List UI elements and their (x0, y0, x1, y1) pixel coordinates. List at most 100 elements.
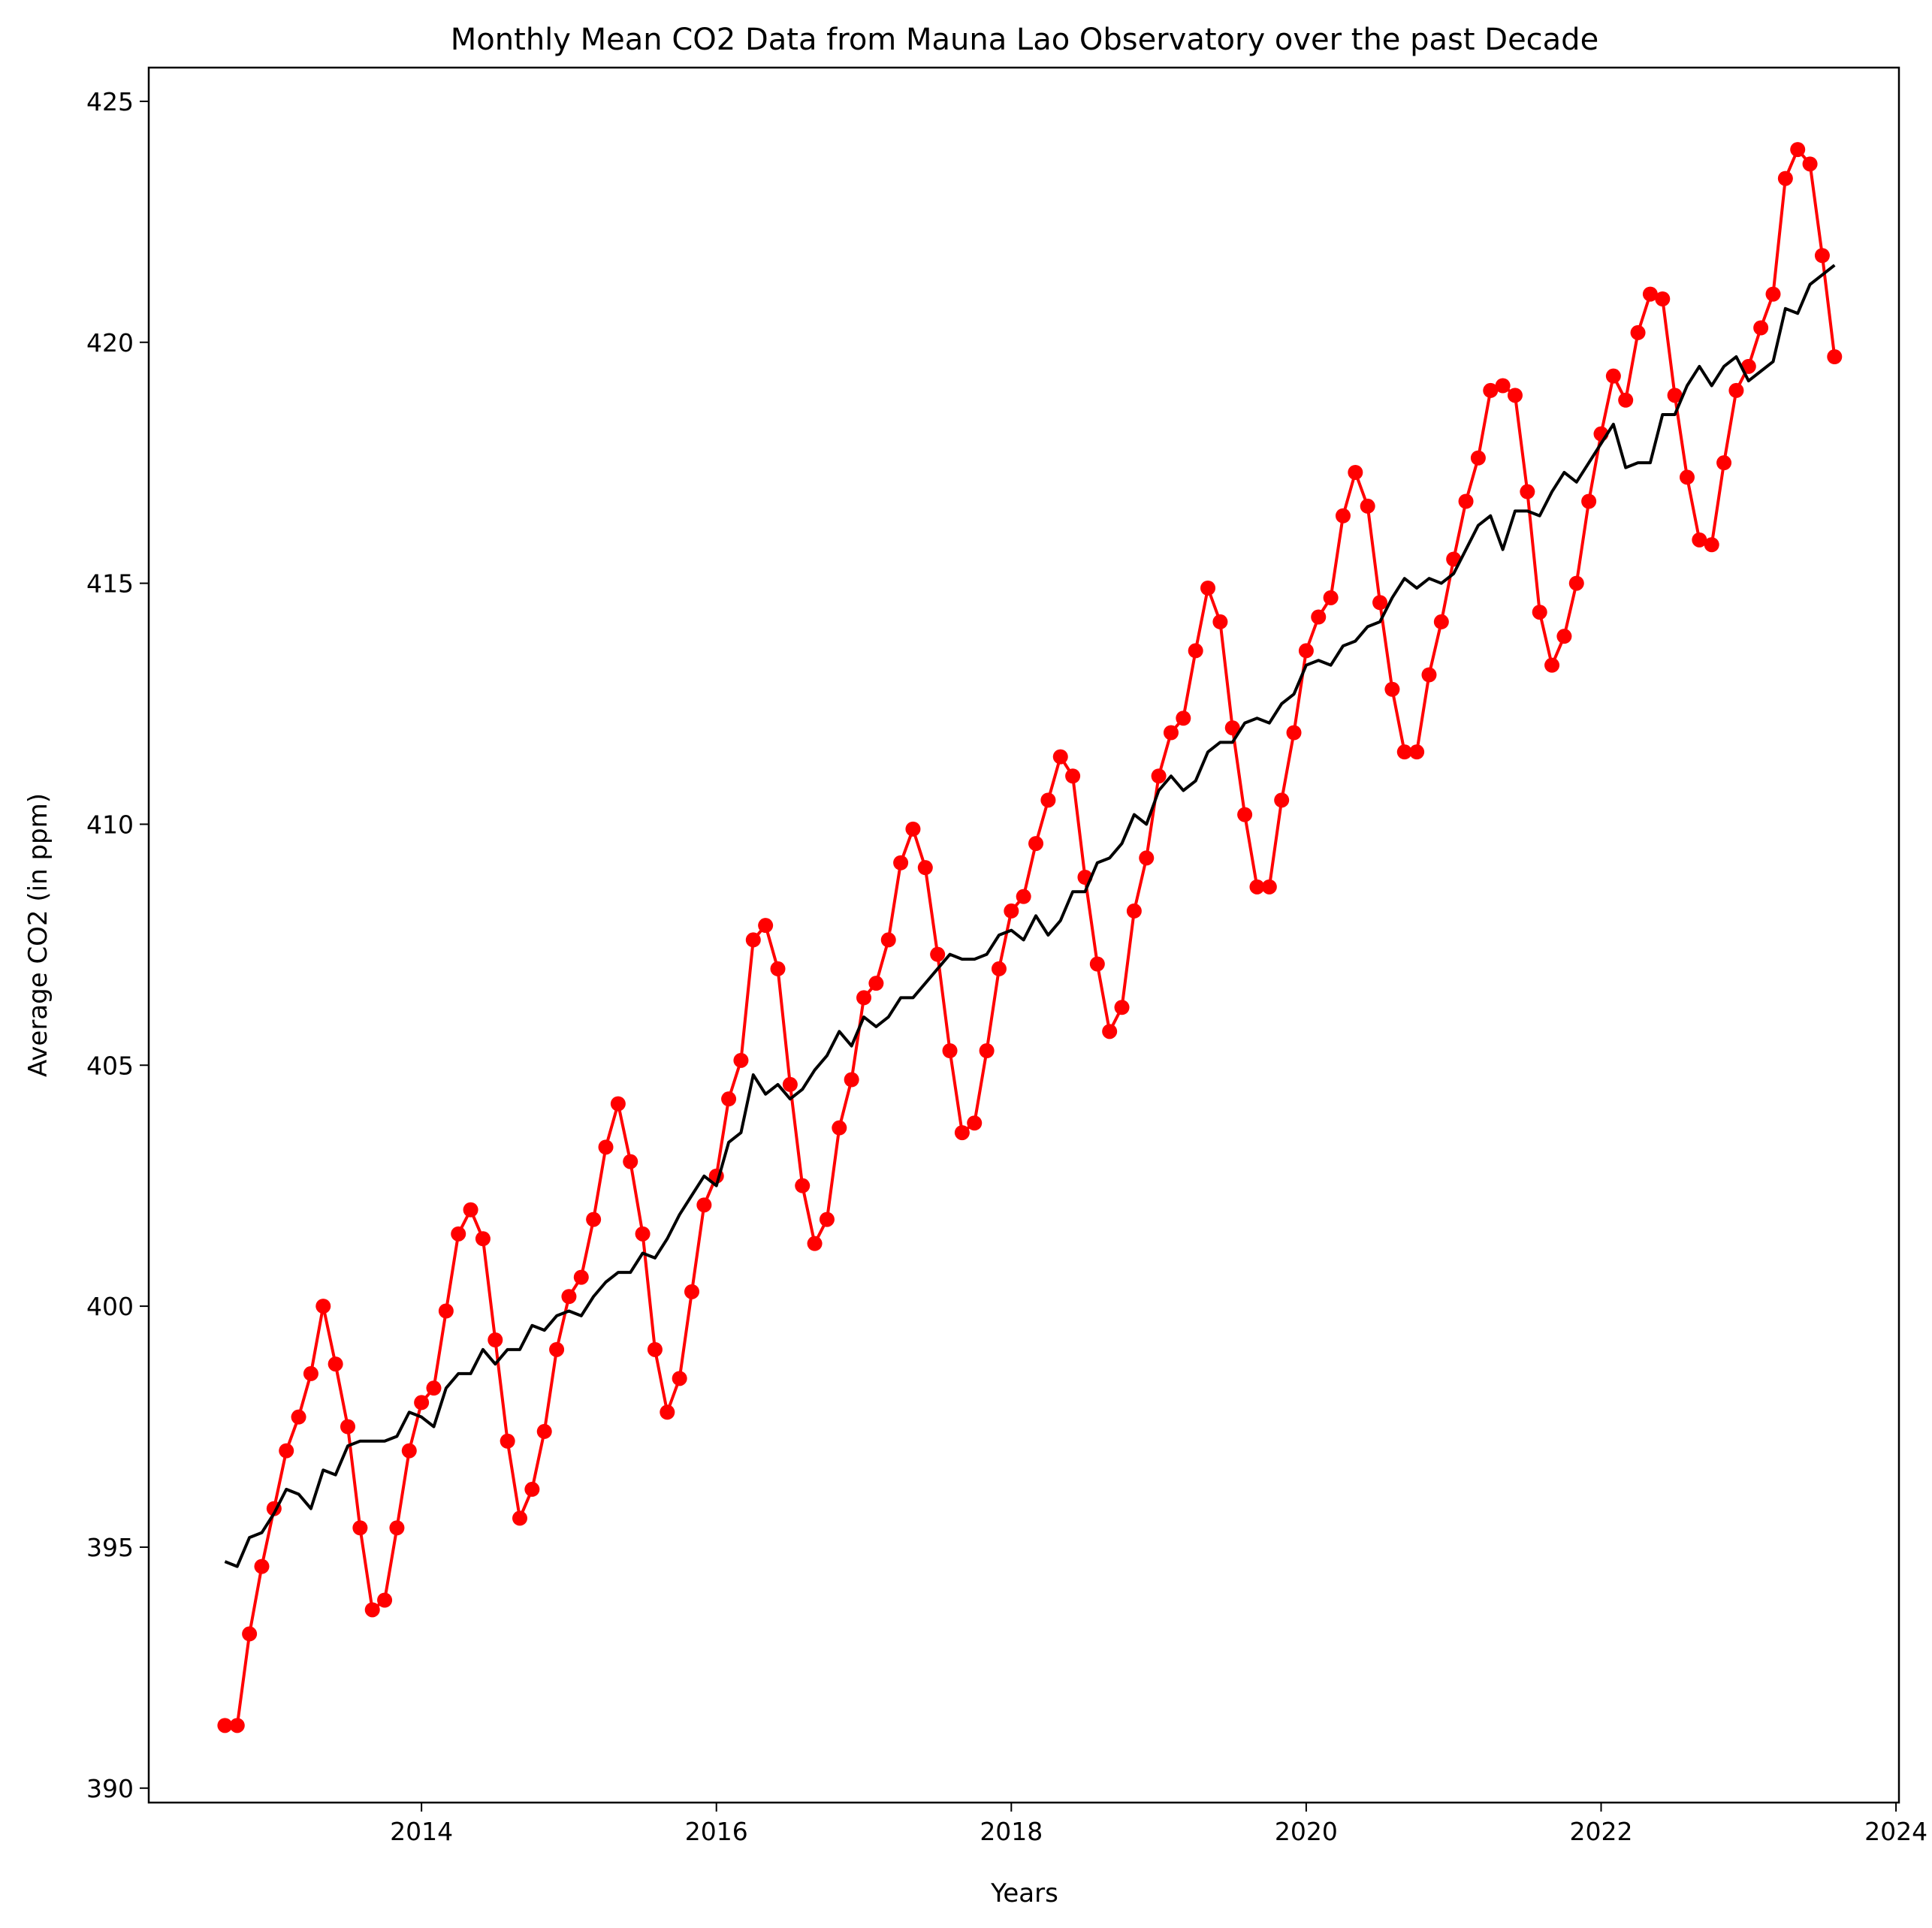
series-0-point (229, 1718, 245, 1733)
series-0-point (782, 1076, 798, 1092)
x-tick-label: 2018 (980, 1817, 1043, 1846)
series-0-point (451, 1226, 466, 1242)
series-0-point (1384, 681, 1400, 697)
series-0-point (426, 1380, 442, 1396)
series-0-point (1224, 720, 1240, 736)
y-tick-label: 390 (86, 1774, 134, 1803)
x-tick-label: 2016 (685, 1817, 748, 1846)
series-0-point (1348, 465, 1363, 480)
series-0-point (1200, 581, 1216, 596)
series-0-point (1630, 324, 1646, 340)
series-0-point (1765, 286, 1781, 302)
series-0-point (573, 1269, 589, 1285)
series-0-point (463, 1202, 478, 1217)
series-0-point (1483, 382, 1499, 398)
series-0-point (1532, 605, 1547, 620)
series-0-point (819, 1211, 835, 1227)
y-tick-label: 405 (86, 1051, 134, 1080)
series-0-point (880, 932, 896, 948)
series-0-point (1544, 657, 1560, 673)
y-tick-label: 410 (86, 810, 134, 839)
series-0-point (1618, 392, 1634, 408)
series-0-point (635, 1226, 651, 1242)
series-0-point (1016, 889, 1031, 904)
series-0-point (242, 1626, 258, 1642)
series-0-point (979, 1043, 995, 1058)
series-0-point (930, 946, 946, 962)
y-tick-label: 420 (86, 328, 134, 358)
series-0-point (1212, 614, 1228, 629)
series-0-point (1065, 768, 1081, 784)
series-0-point (524, 1481, 540, 1497)
series-0-point (1335, 508, 1351, 523)
x-tick-label: 2020 (1275, 1817, 1338, 1846)
series-0-point (893, 855, 909, 870)
y-tick-label: 395 (86, 1533, 134, 1562)
series-0-point (1556, 629, 1572, 644)
y-tick-label: 415 (86, 569, 134, 599)
series-0-point (475, 1231, 491, 1247)
series-0-point (1421, 667, 1437, 683)
series-0-point (389, 1520, 405, 1536)
series-0-point (315, 1299, 331, 1314)
series-0-point (610, 1096, 626, 1112)
series-0-point (1040, 792, 1056, 808)
y-tick-label: 425 (86, 87, 134, 116)
series-0-point (1777, 170, 1793, 186)
series-0-point (1151, 768, 1167, 784)
series-0-point (1827, 349, 1843, 364)
x-axis-label: Years (990, 1878, 1058, 1908)
series-0-point (1114, 1000, 1130, 1015)
series-0-point (1568, 575, 1584, 591)
series-0-point (500, 1433, 515, 1449)
series-0-point (696, 1197, 712, 1213)
plot-frame (147, 66, 1900, 1804)
plot-area (217, 142, 1843, 1733)
x-tick-label: 2024 (1864, 1817, 1927, 1846)
series-0-point (868, 976, 884, 991)
series-0-point (291, 1409, 306, 1425)
series-0-point (795, 1178, 811, 1193)
y-axis: 390 395 400 405 410 415 420 425 (86, 87, 149, 1803)
series-0-point (1102, 1024, 1118, 1039)
series-0-point (1753, 320, 1769, 336)
y-axis-label: Average CO2 (in ppm) (23, 793, 53, 1077)
series-0-point (1089, 956, 1105, 972)
series-0-point (1163, 725, 1179, 741)
series-0-point (1433, 614, 1449, 629)
series-0-point (684, 1284, 700, 1299)
series-0-point (1298, 643, 1314, 659)
series-0-point (1028, 836, 1044, 852)
series-0-point (905, 821, 921, 837)
series-0-point (279, 1443, 294, 1459)
series-0-point (942, 1043, 958, 1058)
series-0-point (1004, 903, 1019, 919)
series-0-point (954, 1125, 970, 1141)
chart-title: Monthly Mean CO2 Data from Mauna Lao Obs… (451, 23, 1598, 57)
x-tick-label: 2022 (1569, 1817, 1632, 1846)
series-0-point (844, 1072, 859, 1088)
series-0-point (303, 1365, 318, 1381)
series-0-point (660, 1405, 675, 1420)
series-0-point (1409, 744, 1425, 760)
series-0-point (1396, 744, 1412, 760)
series-0-point (917, 860, 933, 876)
series-0-point (1679, 469, 1695, 485)
series-0-point (1360, 498, 1375, 514)
series-0-point (745, 932, 761, 948)
series-0-point (1249, 879, 1265, 895)
x-tick-label: 2014 (390, 1817, 453, 1846)
series-0-point (991, 961, 1007, 976)
series-0-point (1126, 903, 1142, 919)
series-0-point (1790, 142, 1806, 158)
series-0-point (721, 1091, 737, 1107)
series-0-point (561, 1289, 577, 1305)
series-0-point (549, 1341, 565, 1357)
series-0-point (352, 1520, 368, 1536)
series-0-point (770, 961, 786, 976)
series-0-point (1495, 378, 1511, 394)
series-0-point (1605, 368, 1621, 384)
